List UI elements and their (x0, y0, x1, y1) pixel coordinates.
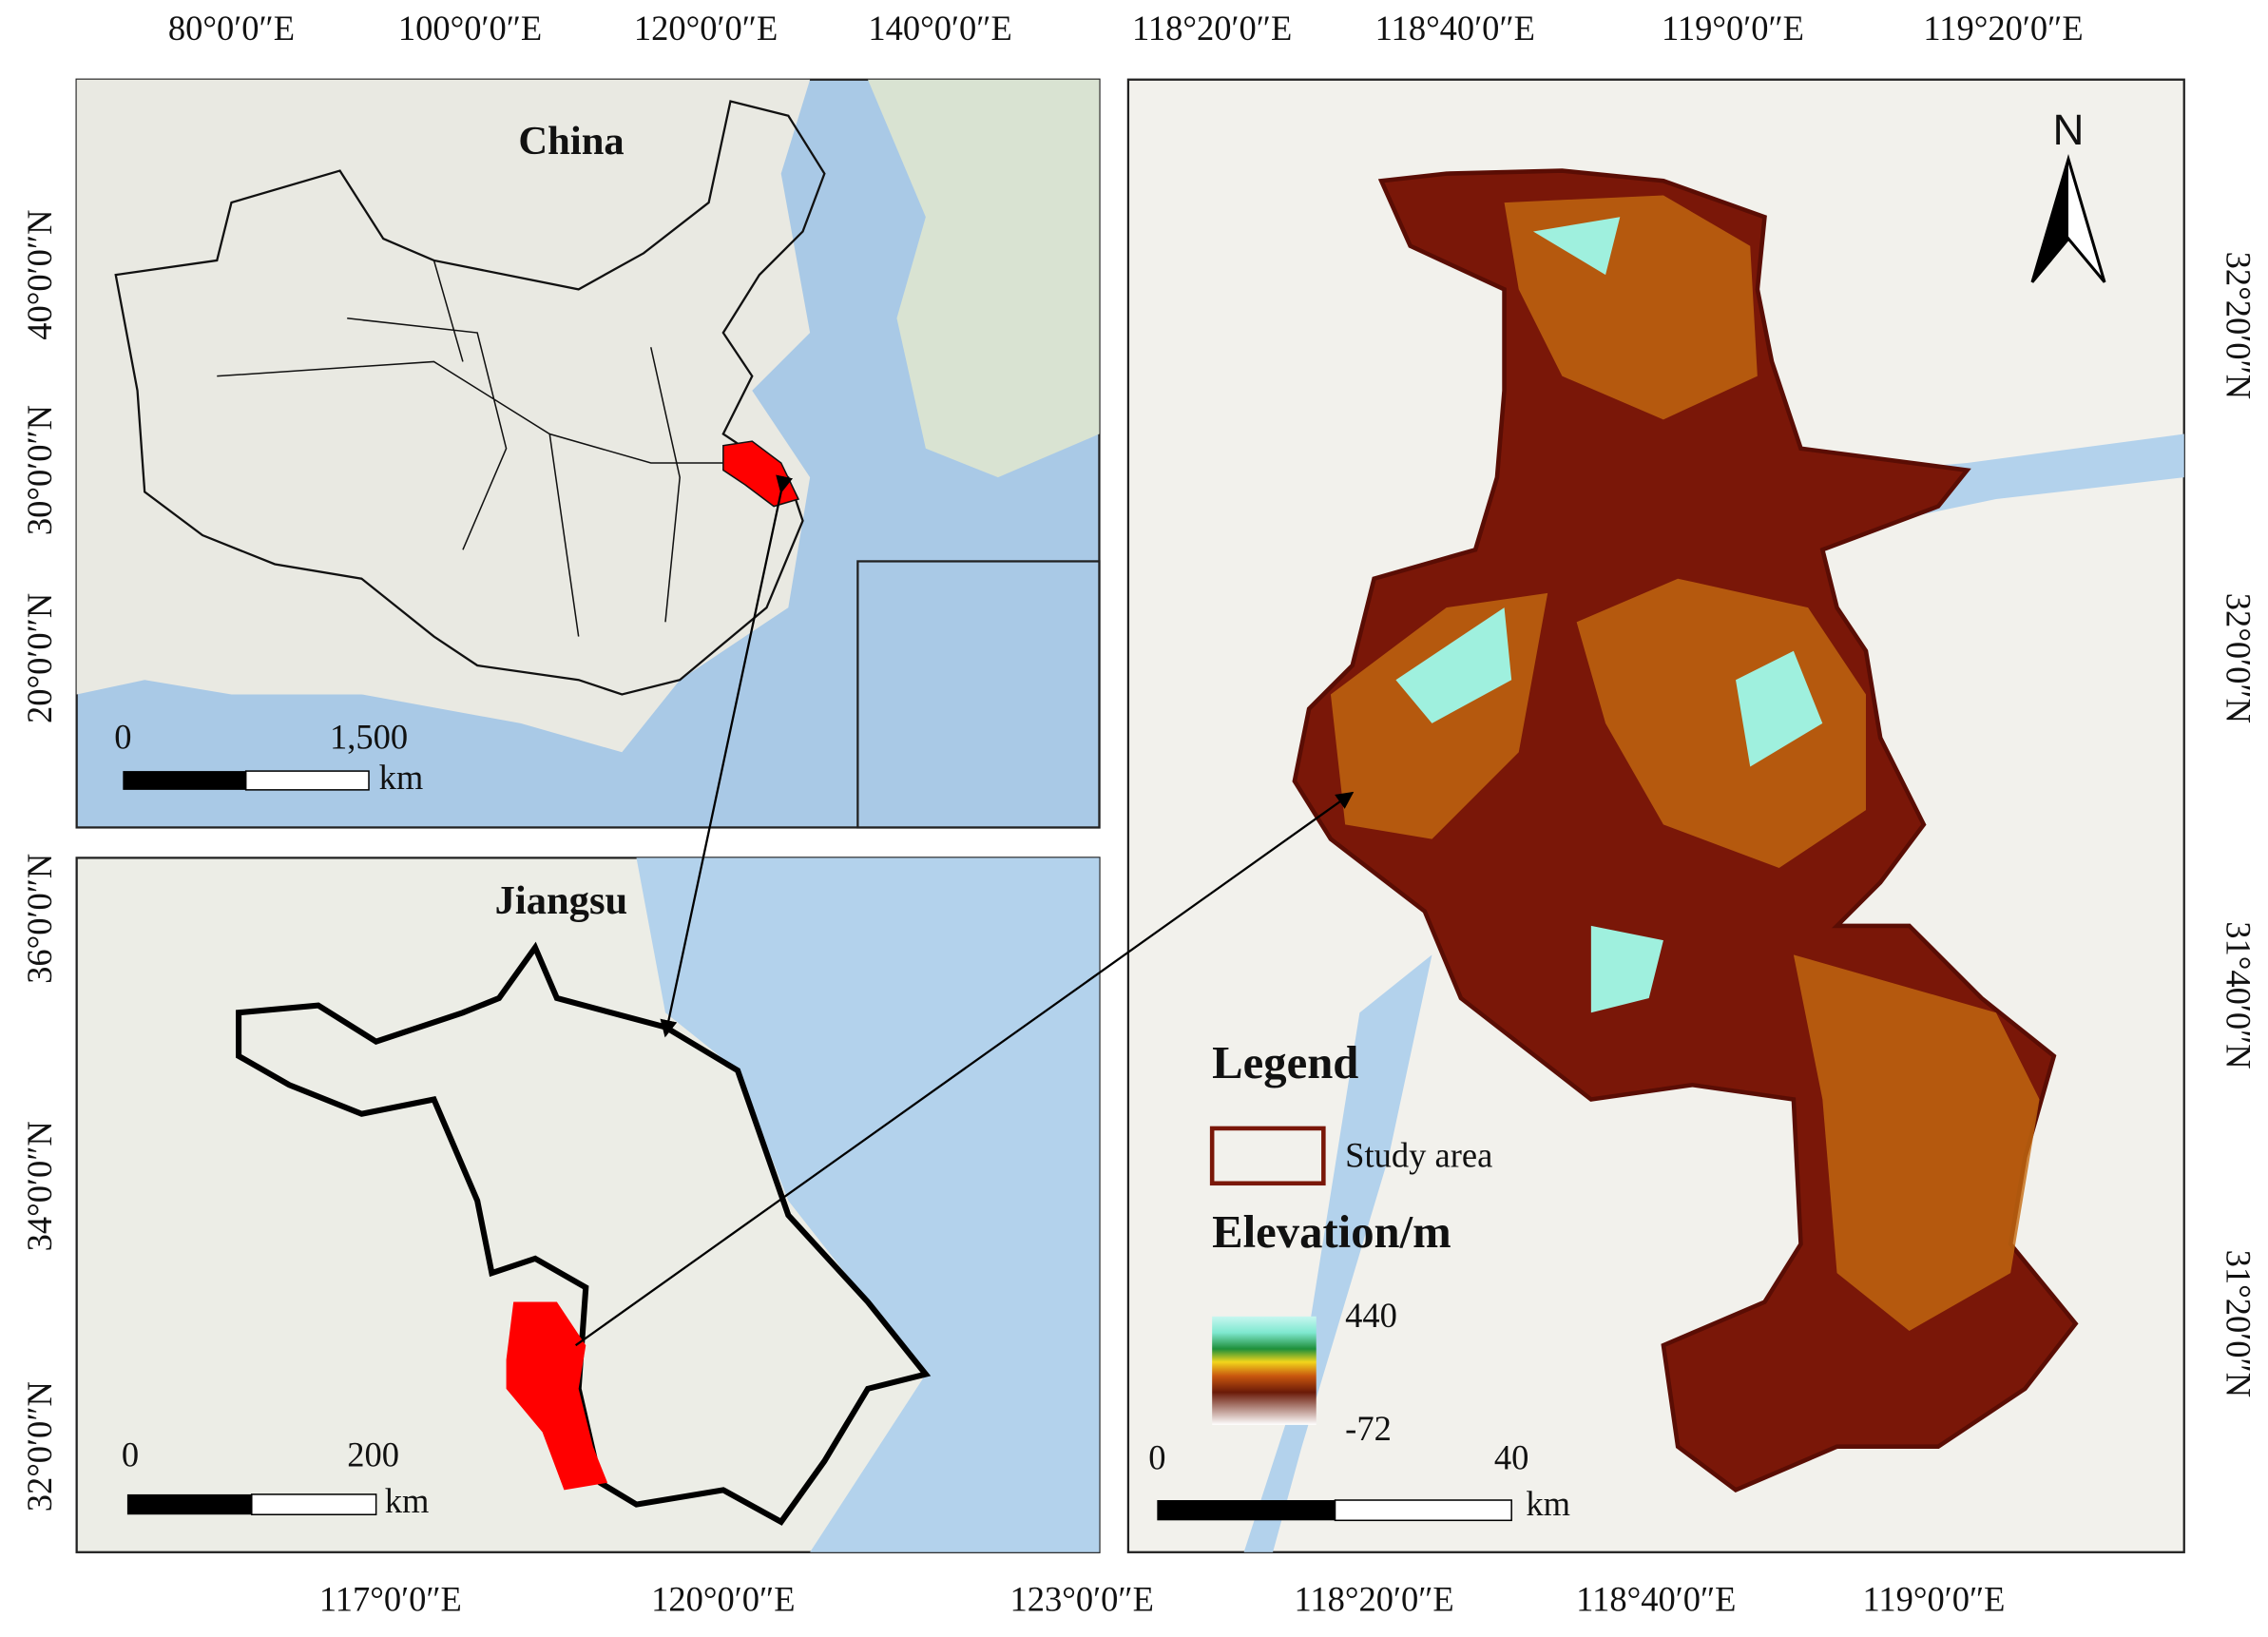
tick-label: 36°0′0″N (20, 854, 59, 984)
connector-arrow (574, 791, 1355, 1347)
tick-label: 119°20′0″E (1923, 9, 2083, 48)
legend-label: 440 (1345, 1296, 1397, 1335)
north-label: N (2053, 106, 2085, 154)
scale-label: 1,500 (330, 718, 408, 757)
tick-label: 123°0′0″E (1010, 1579, 1154, 1618)
study-panel: N Legend Study area Elevation/m 440 -72 … (1126, 78, 2185, 1553)
tick-label: 119°0′0″E (1862, 1579, 2005, 1618)
tick-label: 118°20′0″E (1132, 9, 1292, 48)
scale-bar (244, 770, 370, 791)
scale-label: 0 (114, 718, 131, 757)
tick-label: 120°0′0″E (651, 1579, 795, 1618)
legend-label: -72 (1345, 1409, 1392, 1448)
tick-label: 31°20′0″N (2220, 1250, 2258, 1397)
china-panel: China 0 1,500 km (75, 78, 1101, 829)
tick-label: 120°0′0″E (634, 9, 778, 48)
tick-label: 34°0′0″N (20, 1121, 59, 1251)
land (76, 79, 811, 753)
tick-label: 30°0′0″N (20, 405, 59, 535)
tick-label: 32°0′0″N (20, 1381, 59, 1512)
tick-label: 140°0′0″E (868, 9, 1011, 48)
tick-label: 31°40′0″N (2220, 921, 2258, 1069)
inset (856, 560, 1101, 829)
study-area-highlight (506, 1301, 608, 1491)
province-borders (217, 260, 723, 637)
tick-label: 118°20′0″E (1294, 1579, 1453, 1618)
legend-title: Legend (1212, 1037, 1358, 1088)
scale-unit: km (379, 758, 424, 797)
connector-arrow (660, 474, 794, 1038)
elevation-relief (1330, 195, 2040, 1331)
scale-bar (251, 1493, 377, 1515)
scale-label: 0 (1148, 1437, 1165, 1476)
tick-label: 118°40′0″E (1375, 9, 1535, 48)
scale-label: 0 (122, 1435, 139, 1473)
tick-label: 117°0′0″E (319, 1579, 462, 1618)
tick-label: 118°40′0″E (1576, 1579, 1736, 1618)
jiangsu-outline (236, 941, 932, 1526)
tick-label: 32°20′0″N (2220, 252, 2258, 399)
scale-label: 200 (347, 1435, 399, 1473)
legend-swatch (1209, 1126, 1326, 1186)
scale-unit: km (1526, 1484, 1570, 1523)
panel-title: China (518, 119, 624, 164)
scale-unit: km (385, 1481, 430, 1520)
scale-bar (126, 1493, 252, 1515)
tick-label: 20°0′0″N (20, 593, 59, 723)
jiangsu-panel: Jiangsu 0 200 km (75, 857, 1101, 1553)
tick-label: 119°0′0″E (1662, 9, 1804, 48)
scale-bar (123, 771, 246, 790)
panel-title: Jiangsu (495, 878, 628, 923)
land (868, 79, 1100, 478)
scale-label: 40 (1494, 1437, 1529, 1476)
legend-label: Study area (1345, 1135, 1492, 1174)
tick-label: 80°0′0″E (168, 9, 295, 48)
scale-bar (1334, 1499, 1512, 1522)
legend-subtitle: Elevation/m (1212, 1206, 1451, 1258)
scale-bar (1157, 1500, 1336, 1521)
tick-label: 100°0′0″E (398, 9, 542, 48)
tick-label: 40°0′0″N (20, 210, 59, 340)
tick-label: 32°0′0″N (2220, 593, 2258, 723)
elevation-ramp (1212, 1316, 1317, 1425)
